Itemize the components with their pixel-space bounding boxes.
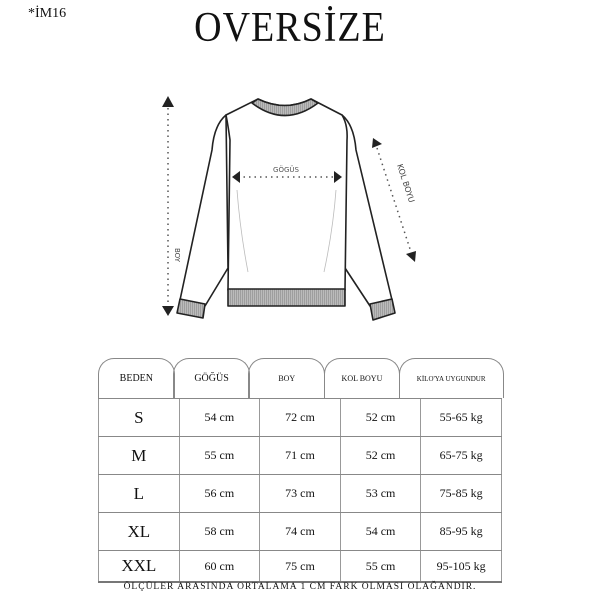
cell-length: 72 cm xyxy=(259,399,340,436)
cell-weight: 85-95 kg xyxy=(420,513,502,550)
hem-rib xyxy=(227,288,346,307)
size-table: BEDEN GÖĞÜS BOY KOL BOYU KİLO'YA UYGUNDU… xyxy=(98,358,504,583)
cell-sleeve: 53 cm xyxy=(339,475,421,512)
arrow-down-icon xyxy=(406,251,416,262)
cell-size: L xyxy=(98,475,179,512)
collar-rib xyxy=(251,98,319,117)
cell-sleeve: 52 cm xyxy=(339,437,421,474)
sweater-body xyxy=(225,98,348,291)
cell-weight: 55-65 kg xyxy=(420,399,502,436)
table-row: M 55 cm 71 cm 52 cm 65-75 kg xyxy=(98,436,502,474)
cell-weight: 95-105 kg xyxy=(420,551,502,581)
header-chest: GÖĞÜS xyxy=(173,358,250,398)
page-title: OVERSİZE xyxy=(194,4,386,52)
header-sleeve: KOL BOYU xyxy=(323,358,401,398)
table-row: S 54 cm 72 cm 52 cm 55-65 kg xyxy=(98,398,502,436)
left-cuff xyxy=(176,298,206,319)
cell-size: S xyxy=(98,399,179,436)
left-sleeve xyxy=(179,114,229,307)
cell-chest: 54 cm xyxy=(178,399,260,436)
cell-chest: 56 cm xyxy=(178,475,260,512)
cell-size: M xyxy=(98,437,179,474)
right-cuff xyxy=(369,298,396,321)
cell-weight: 65-75 kg xyxy=(420,437,502,474)
header-length: BOY xyxy=(248,358,326,398)
cell-sleeve: 52 cm xyxy=(339,399,421,436)
right-sleeve xyxy=(341,114,393,307)
header-weight: KİLO'YA UYGUNDUR xyxy=(398,358,504,398)
table-row: L 56 cm 73 cm 53 cm 75-85 kg xyxy=(98,474,502,512)
arrowheads xyxy=(162,96,416,316)
product-code: *İM16 xyxy=(28,6,67,21)
cell-length: 71 cm xyxy=(259,437,340,474)
footer-note: ÖLÇÜLER ARASINDA ORTALAMA 1 CM FARK OLMA… xyxy=(123,582,477,592)
arrow-up-icon xyxy=(162,96,174,107)
cell-chest: 60 cm xyxy=(178,551,260,581)
cell-size: XL xyxy=(98,513,179,550)
cell-chest: 58 cm xyxy=(178,513,260,550)
sleeve-label: KOL BOYU xyxy=(395,163,416,204)
cell-size: XXL xyxy=(98,551,179,581)
header-size: BEDEN xyxy=(98,358,175,398)
cell-chest: 55 cm xyxy=(178,437,260,474)
arrow-left-icon xyxy=(232,171,240,183)
length-label: BOY xyxy=(173,248,181,263)
arrow-down-icon xyxy=(162,306,174,316)
cell-sleeve: 55 cm xyxy=(339,551,421,581)
cell-length: 73 cm xyxy=(259,475,340,512)
cell-length: 74 cm xyxy=(259,513,340,550)
cell-weight: 75-85 kg xyxy=(420,475,502,512)
table-row: XL 58 cm 74 cm 54 cm 85-95 kg xyxy=(98,512,502,550)
table-header: BEDEN GÖĞÜS BOY KOL BOYU KİLO'YA UYGUNDU… xyxy=(98,358,504,398)
table-row: XXL 60 cm 75 cm 55 cm 95-105 kg xyxy=(98,550,502,583)
cell-length: 75 cm xyxy=(259,551,340,581)
arrow-up-icon xyxy=(372,138,382,148)
arrow-right-icon xyxy=(334,171,342,183)
chest-label: GÖGÜS xyxy=(273,165,299,174)
cell-sleeve: 54 cm xyxy=(339,513,421,550)
